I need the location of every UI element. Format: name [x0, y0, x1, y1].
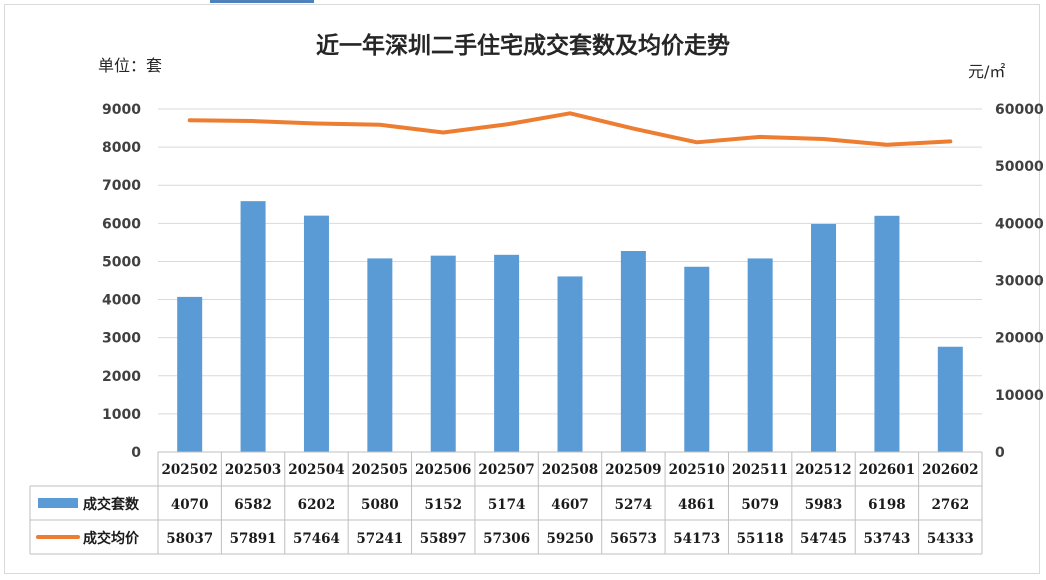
- x-axis-tick-label: 202510: [669, 462, 725, 478]
- y-axis-tick-label: 6000: [102, 216, 141, 232]
- y-axis-tick-label: 5000: [102, 254, 141, 270]
- data-label: 5274: [615, 497, 653, 513]
- data-label: 57241: [356, 531, 403, 547]
- y2-axis-tick-label: 10000: [995, 388, 1044, 404]
- bar: [367, 258, 392, 452]
- bar: [811, 224, 836, 452]
- bar: [494, 255, 519, 452]
- x-axis-tick-label: 202506: [415, 462, 471, 478]
- data-label: 57306: [483, 531, 530, 547]
- legend-key-bar: [38, 498, 78, 508]
- y-axis-tick-label: 7000: [102, 178, 141, 194]
- data-label: 55897: [420, 531, 467, 547]
- y2-axis-tick-label: 20000: [995, 331, 1044, 347]
- data-label: 6198: [868, 497, 906, 513]
- bar: [938, 347, 963, 452]
- y-axis-tick-label: 8000: [102, 140, 141, 156]
- x-axis-tick-label: 202505: [352, 462, 408, 478]
- y-axis-tick-label: 1000: [102, 407, 141, 423]
- data-label: 4070: [171, 497, 209, 513]
- bar: [431, 256, 456, 452]
- y2-axis-tick-label: 50000: [995, 159, 1044, 175]
- y-axis-tick-label: 2000: [102, 369, 141, 385]
- y2-axis-tick-label: 30000: [995, 274, 1044, 290]
- y-axis-tick-label: 9000: [102, 102, 141, 118]
- legend-label: 成交套数: [83, 496, 140, 513]
- data-label: 54745: [800, 531, 847, 547]
- x-axis-tick-label: 202508: [542, 462, 598, 478]
- data-label: 54173: [673, 531, 720, 547]
- data-label: 56573: [610, 531, 657, 547]
- data-label: 5079: [741, 497, 779, 513]
- bar: [621, 251, 646, 452]
- y2-axis-tick-label: 40000: [995, 216, 1044, 232]
- data-label: 4607: [551, 497, 589, 513]
- y-axis-tick-label: 3000: [102, 331, 141, 347]
- data-label: 5983: [805, 497, 843, 513]
- data-label: 55118: [737, 531, 784, 547]
- data-label: 6202: [298, 497, 336, 513]
- x-axis-tick-label: 202502: [162, 462, 218, 478]
- bar: [558, 276, 583, 452]
- bar: [684, 267, 709, 452]
- x-axis-tick-label: 202509: [605, 462, 661, 478]
- bar: [748, 258, 773, 452]
- x-axis-tick-label: 202512: [795, 462, 851, 478]
- y-axis-tick-label: 0: [131, 445, 141, 461]
- x-axis-tick-label: 202601: [859, 462, 915, 478]
- data-label: 57891: [230, 531, 277, 547]
- x-axis-tick-label: 202511: [732, 462, 788, 478]
- line-series: [190, 113, 951, 144]
- data-label: 4861: [678, 497, 716, 513]
- data-label: 5080: [361, 497, 399, 513]
- bar: [177, 297, 202, 452]
- legend-label: 成交均价: [83, 530, 140, 547]
- y2-axis-tick-label: 0: [995, 445, 1005, 461]
- data-label: 6582: [234, 497, 272, 513]
- data-label: 59250: [547, 531, 594, 547]
- data-label: 54333: [927, 531, 974, 547]
- data-label: 57464: [293, 531, 340, 547]
- x-axis-tick-label: 202507: [478, 462, 534, 478]
- y2-axis-tick-label: 60000: [995, 102, 1044, 118]
- x-axis-tick-label: 202602: [922, 462, 978, 478]
- x-axis-tick-label: 202503: [225, 462, 281, 478]
- bar: [304, 216, 329, 452]
- data-label: 53743: [863, 531, 910, 547]
- data-label: 2762: [932, 497, 970, 513]
- data-label: 5152: [424, 497, 462, 513]
- data-label: 58037: [166, 531, 213, 547]
- bar: [241, 201, 266, 452]
- data-label: 5174: [488, 497, 526, 513]
- x-axis-tick-label: 202504: [288, 462, 344, 478]
- bar: [874, 216, 899, 452]
- y-axis-tick-label: 4000: [102, 293, 141, 309]
